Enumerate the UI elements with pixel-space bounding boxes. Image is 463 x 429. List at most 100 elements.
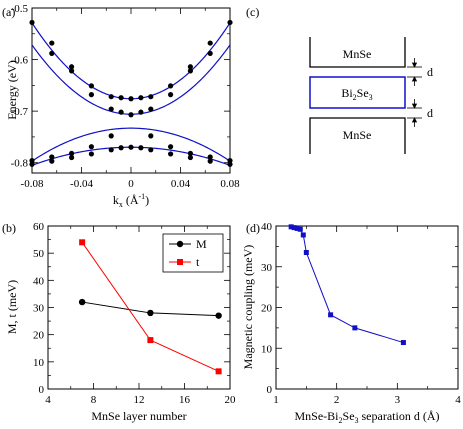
panel-b-x-axis-label: MnSe layer number: [91, 409, 186, 423]
coupling-point: [294, 225, 300, 231]
top-mnse-label: MnSe: [343, 47, 372, 61]
band-point: [138, 145, 144, 151]
coupling-point: [297, 226, 303, 232]
y-tick-label: 40: [261, 221, 273, 233]
panel-c-schematic: (c) MnSe Bi2Se3 MnSe d d: [246, 5, 433, 154]
band-point: [69, 64, 75, 70]
band-point: [148, 147, 154, 153]
band-point: [227, 19, 233, 26]
panel-d-ticks: [275, 225, 459, 390]
band-curve-1: [32, 44, 230, 115]
coupling-point: [352, 325, 358, 331]
coupling-point: [300, 232, 306, 238]
panel-a-curves: [32, 22, 230, 166]
band-point: [187, 68, 193, 74]
panel-a-y-tick-labels: -0.8 -0.7 -0.6 -0.5: [11, 3, 29, 170]
band-point: [108, 147, 114, 153]
coupling-line: [291, 226, 404, 344]
data-point-M: [78, 298, 86, 306]
band-point: [49, 158, 55, 164]
band-point: [148, 94, 154, 100]
band-point: [138, 95, 144, 101]
band-point: [227, 161, 233, 167]
panel-b-ticks: [47, 225, 231, 390]
panel-a-y-axis-label: Energy (eV): [5, 60, 19, 119]
x-tick-label: 4: [455, 394, 461, 406]
panel-b-x-tick-labels: 4 8 12 16 20: [45, 394, 236, 406]
y-tick-label: -0.5: [11, 3, 29, 15]
x-tick-label: 3: [395, 394, 401, 406]
band-point: [168, 83, 174, 89]
band-point: [187, 150, 193, 157]
coupling-point: [303, 249, 309, 255]
band-point: [128, 96, 134, 102]
bi2se3-layer: [309, 76, 406, 109]
lower-gap-d-label: d: [427, 106, 433, 120]
panel-a-ticks: [31, 7, 231, 173]
band-point: [88, 83, 94, 89]
band-point: [29, 161, 35, 167]
band-point: [168, 151, 174, 157]
band-point: [207, 154, 213, 160]
panel-d-series: [288, 224, 406, 346]
bottom-mnse-layer: [309, 117, 406, 154]
x-tick-label: 4: [45, 394, 51, 406]
band-curve-2: [32, 127, 230, 162]
panel-b-label: (b): [2, 221, 16, 235]
x-tick-label: 1: [273, 394, 279, 406]
panel-d: (d) 1 2 3 4 0 10 20 30 40 Magnetic coupling (me…: [241, 221, 461, 425]
band-point: [128, 112, 134, 118]
panel-b-y-tick-labels: 0 10 20 30 40 50 60: [33, 221, 45, 396]
y-tick-label: -0.8: [11, 158, 29, 170]
data-point-t: [215, 368, 222, 375]
band-point: [168, 144, 174, 150]
panel-b-series: [78, 239, 222, 375]
y-tick-label: 60: [33, 221, 45, 233]
y-tick-label: 10: [261, 343, 273, 355]
band-point: [49, 154, 55, 160]
band-point: [227, 158, 233, 164]
x-tick-label: 0: [128, 178, 134, 190]
panel-d-label: (d): [246, 221, 260, 235]
band-point: [118, 145, 124, 151]
panel-a-points: [29, 19, 233, 167]
y-tick-label: 30: [261, 262, 273, 274]
top-mnse-layer: [309, 37, 406, 68]
y-tick-label: 30: [33, 303, 45, 315]
band-point: [49, 50, 55, 56]
coupling-point: [291, 225, 297, 231]
data-point-M: [215, 312, 222, 319]
y-tick-label: 40: [33, 275, 45, 287]
legend-marker-m: [176, 240, 184, 248]
y-tick-label: 50: [33, 248, 45, 260]
x-tick-label: -0.08: [21, 178, 44, 190]
band-point: [88, 151, 94, 157]
data-point-t: [147, 337, 154, 344]
panel-d-y-axis-label: Magnetic coupling (meV): [241, 245, 255, 370]
band-point: [118, 109, 124, 115]
panel-d-x-axis-label: MnSe-Bi2Se3 separation d (Å): [295, 409, 440, 425]
panel-b-legend: M t: [162, 233, 224, 273]
x-tick-label: 16: [179, 394, 191, 406]
data-point-M: [147, 309, 154, 317]
y-tick-label: 20: [261, 303, 273, 315]
x-tick-label: 0.04: [171, 178, 191, 190]
panel-d-frame: [275, 225, 459, 390]
coupling-point: [400, 340, 406, 346]
band-point: [118, 95, 124, 101]
panel-a-x-tick-labels: -0.08 -0.04 0 0.04 0.08: [21, 178, 241, 190]
band-point: [148, 133, 154, 139]
bi2se3-label: Bi2Se3: [341, 86, 372, 102]
y-tick-label: 10: [33, 357, 45, 369]
upper-gap-marker: [407, 58, 422, 86]
panel-a: (a) -0.08 -0.04 0 0.04 0.08 -0.8 -0.7 -0.6 -0.5…: [2, 3, 240, 209]
upper-gap-d-label: d: [427, 65, 433, 79]
legend-marker-t: [177, 259, 183, 265]
band-point: [148, 106, 154, 112]
panel-c-label: (c): [246, 5, 259, 19]
legend-box: [162, 233, 224, 273]
band-point: [88, 92, 94, 98]
band-curve-0: [32, 22, 230, 100]
bottom-mnse-label: MnSe: [343, 128, 372, 142]
